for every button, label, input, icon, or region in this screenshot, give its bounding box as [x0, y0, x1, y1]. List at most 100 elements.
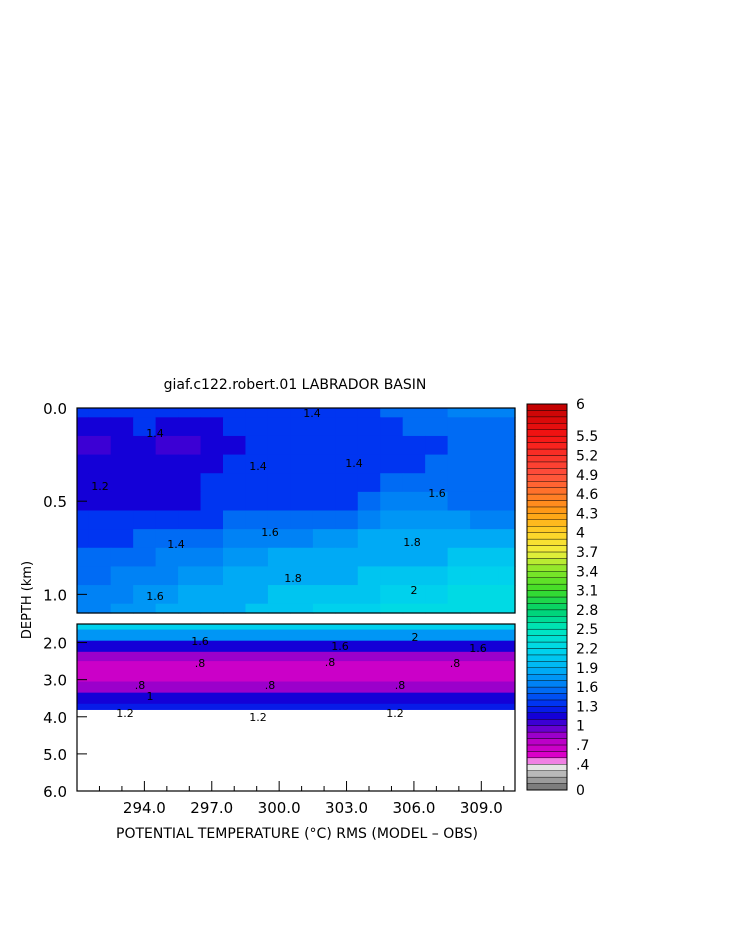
colorbar-swatch: [526, 442, 568, 450]
heatmap-cell: [267, 566, 291, 586]
heatmap-cell: [447, 473, 471, 493]
heatmap-cell: [178, 529, 202, 549]
colorbar-tick-label: .4: [576, 757, 589, 773]
heatmap-cell: [200, 547, 224, 568]
x-tick-label: 294.0: [123, 799, 166, 817]
colorbar-tick-label: 4.3: [576, 506, 598, 522]
heatmap-cell: [245, 491, 269, 512]
heatmap-cell: [498, 454, 516, 474]
y-tick-label: 4.0: [43, 709, 67, 727]
heatmap-cell: [357, 435, 381, 456]
heatmap-cell: [223, 585, 247, 605]
colorbar-swatch: [526, 513, 568, 520]
contour-label: .8: [195, 657, 206, 670]
contour-label: 1.6: [261, 526, 279, 539]
heatmap-cell: [200, 473, 224, 493]
colorbar-swatch: [526, 455, 568, 463]
heatmap-cell: [110, 408, 134, 418]
colorbar-swatch: [526, 583, 568, 591]
heatmap-cell: [312, 585, 336, 605]
heatmap-cell: [380, 417, 404, 437]
heatmap-cell: [77, 566, 89, 586]
heatmap-cell: [357, 547, 381, 568]
heatmap-cell: [470, 547, 499, 568]
colorbar-tick-label: 5.2: [576, 448, 598, 464]
heatmap-cell: [402, 417, 426, 437]
heatmap-cell: [133, 435, 157, 456]
colorbar-swatch: [526, 648, 568, 656]
heatmap-cell: [223, 408, 247, 418]
heatmap-band: [77, 681, 515, 694]
colorbar-swatch: [526, 757, 568, 765]
heatmap-cell: [498, 529, 516, 549]
heatmap-cell: [425, 585, 449, 605]
heatmap-cell: [290, 408, 314, 418]
heatmap-cell: [335, 585, 359, 605]
colorbar-swatch: [526, 603, 568, 611]
heatmap-cell: [267, 547, 291, 568]
x-tick-label: 306.0: [392, 799, 435, 817]
heatmap-cell: [133, 603, 157, 614]
heatmap-cell: [290, 491, 314, 512]
heatmap-cell: [178, 491, 202, 512]
heatmap-cell: [470, 417, 499, 437]
colorbar-swatch: [526, 635, 568, 643]
heatmap-cell: [335, 566, 359, 586]
heatmap-cell: [155, 417, 179, 437]
y-axis-label: DEPTH (km): [20, 561, 35, 639]
colorbar-swatch: [526, 571, 568, 578]
heatmap-cell: [425, 417, 449, 437]
contour-label: 1.6: [469, 642, 487, 655]
heatmap-cell: [498, 473, 516, 493]
colorbar-swatch: [526, 667, 568, 675]
heatmap-band: [77, 651, 515, 662]
heatmap-cell: [312, 491, 336, 512]
heatmap-cell: [178, 435, 202, 456]
y-tick-label: 2.0: [43, 635, 67, 653]
heatmap-cell: [110, 566, 134, 586]
heatmap-cell: [380, 435, 404, 456]
heatmap-band: [77, 624, 515, 631]
contour-label: 1.8: [284, 572, 302, 585]
heatmap-cell: [357, 529, 381, 549]
heatmap-cell: [200, 454, 224, 474]
contour-label: 1.6: [428, 487, 446, 500]
contour-label: 2: [412, 631, 419, 644]
heatmap-cell: [290, 510, 314, 530]
colorbar-swatch: [526, 564, 568, 572]
heatmap-cell: [290, 585, 314, 605]
heatmap-cell: [312, 454, 336, 474]
heatmap-cell: [447, 408, 471, 418]
x-tick-label: 303.0: [325, 799, 368, 817]
heatmap-cell: [312, 603, 336, 614]
colorbar-swatch: [526, 435, 568, 443]
heatmap-cell: [357, 566, 381, 586]
lower-panel-frame: [76, 623, 516, 792]
heatmap-cell: [178, 547, 202, 568]
colorbar-swatch: [526, 628, 568, 636]
heatmap-cell: [88, 473, 112, 493]
heatmap-cell: [88, 491, 112, 512]
heatmap-cell: [470, 566, 499, 586]
heatmap-cell: [335, 417, 359, 437]
heatmap-cell: [335, 435, 359, 456]
heatmap-cell: [133, 566, 157, 586]
heatmap-cell: [178, 408, 202, 418]
heatmap-cell: [335, 603, 359, 614]
heatmap-cell: [425, 454, 449, 474]
heatmap-cell: [447, 603, 471, 614]
heatmap-cell: [88, 529, 112, 549]
heatmap-cell: [155, 473, 179, 493]
heatmap-cell: [77, 473, 89, 493]
colorbar-swatch: [526, 731, 568, 739]
heatmap-cell: [312, 473, 336, 493]
colorbar-swatch: [526, 410, 568, 418]
heatmap-cell: [110, 585, 134, 605]
heatmap-cell: [110, 435, 134, 456]
colorbar-tick-label: 2.5: [576, 622, 598, 638]
heatmap-cell: [290, 529, 314, 549]
contour-label: .8: [135, 679, 146, 692]
colorbar-tick-label: 4: [576, 526, 585, 542]
heatmap-cell: [223, 473, 247, 493]
contour-label: 1.2: [116, 707, 134, 720]
